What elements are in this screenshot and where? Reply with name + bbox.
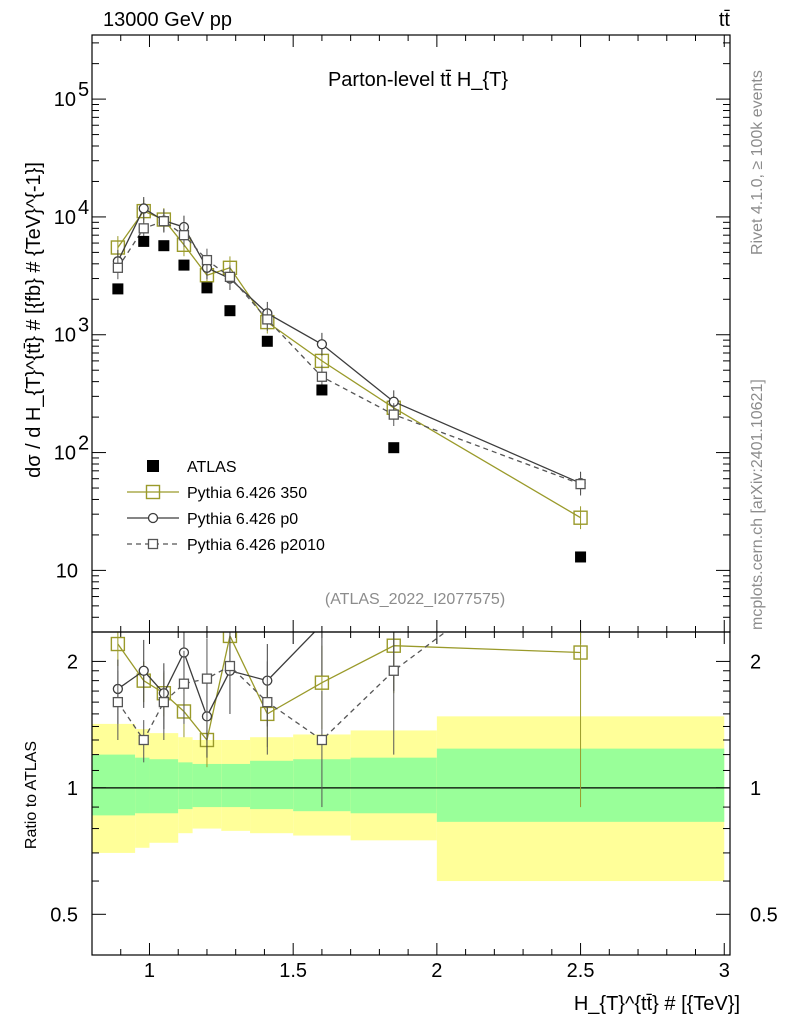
atlas-data bbox=[112, 235, 587, 563]
ratio-y-axis-label: Ratio to ATLAS bbox=[23, 741, 40, 849]
legend-label: Pythia 6.426 p0 bbox=[187, 511, 298, 528]
ratio-point bbox=[201, 673, 213, 684]
uncertainty-band-inner bbox=[135, 757, 150, 814]
x-tick-label: 3 bbox=[719, 960, 730, 982]
ratio-point bbox=[262, 696, 273, 708]
data-point bbox=[112, 262, 124, 273]
uncertainty-band-inner bbox=[221, 763, 251, 808]
ratio-line bbox=[117, 633, 581, 742]
x-tick-label: 2 bbox=[431, 960, 442, 982]
data-point bbox=[316, 371, 328, 382]
data-point bbox=[178, 230, 190, 241]
ratio-tick-label-right: 2 bbox=[750, 651, 761, 673]
data-point bbox=[224, 271, 236, 283]
atlas-point bbox=[178, 259, 190, 271]
series-1 bbox=[110, 199, 588, 530]
ratio-point bbox=[112, 696, 124, 708]
energy-label: 13000 GeV pp bbox=[103, 9, 232, 31]
atlas-point bbox=[388, 442, 400, 454]
ratio-tick-label: 0.5 bbox=[50, 904, 78, 926]
legend-marker bbox=[145, 484, 161, 500]
ratio-line bbox=[117, 632, 447, 742]
ratio-point bbox=[388, 665, 399, 676]
y-tick-exponent: 4 bbox=[78, 197, 89, 219]
y-tick-exponent: 2 bbox=[78, 433, 89, 455]
ratio-frame bbox=[91, 631, 731, 956]
uncertainty-band-inner bbox=[250, 760, 294, 810]
ratio-point bbox=[138, 665, 149, 676]
rivet-label: Rivet 4.1.0, ≥ 100k events bbox=[749, 70, 766, 255]
ratio-point bbox=[138, 734, 149, 746]
atlas-point bbox=[316, 384, 328, 396]
series-line bbox=[117, 210, 581, 519]
data-point bbox=[138, 203, 149, 214]
series-3 bbox=[112, 209, 586, 496]
y-tick-label: 10 bbox=[54, 207, 76, 229]
data-point bbox=[138, 223, 149, 234]
ratio-point bbox=[389, 609, 398, 618]
atlas-point bbox=[138, 235, 150, 247]
ratio-series-3 bbox=[112, 632, 447, 808]
ratio-tick-label: 1 bbox=[67, 778, 78, 800]
series-line bbox=[117, 207, 581, 484]
data-point bbox=[316, 339, 328, 350]
y-tick-label: 10 bbox=[56, 560, 78, 582]
legend-label: Pythia 6.426 350 bbox=[187, 485, 307, 502]
uncertainty-band-inner bbox=[92, 754, 136, 816]
ratio-line bbox=[117, 632, 316, 718]
ratio-panel: 1 1.5 2 2.5 3 0.5 0.5 1 1 2 2 bbox=[50, 609, 778, 982]
data-point bbox=[158, 216, 169, 227]
data-point bbox=[201, 254, 213, 266]
series-line bbox=[117, 220, 581, 485]
y-tick-exponent: 5 bbox=[78, 79, 89, 101]
atlas-point bbox=[112, 283, 124, 295]
data-point bbox=[575, 478, 586, 490]
x-tick-label: 1 bbox=[144, 960, 155, 982]
legend-marker bbox=[147, 512, 159, 524]
mcplots-label: mcplots.cern.ch [arXiv:2401.10621] bbox=[749, 379, 766, 630]
ratio-tick-label: 2 bbox=[67, 651, 78, 673]
legend-atlas-label: ATLAS bbox=[187, 459, 237, 476]
legend-marker bbox=[147, 538, 159, 550]
uncertainty-band-inner bbox=[350, 757, 437, 814]
y-axis-label: dσ / d H_{T}^{tt̄} # [{fb} # {TeV}^{-1}] bbox=[23, 162, 45, 478]
legend-atlas-marker bbox=[147, 460, 159, 472]
process-label: tt̄ bbox=[719, 9, 731, 31]
y-tick-label: 10 bbox=[54, 89, 76, 111]
ratio-tick-label-right: 0.5 bbox=[750, 904, 778, 926]
ratio-point bbox=[178, 678, 190, 689]
data-point bbox=[573, 510, 588, 525]
atlas-point bbox=[201, 282, 213, 294]
chart-title: Parton-level tt̄ H_{T} bbox=[328, 69, 508, 91]
ratio-point bbox=[314, 675, 330, 690]
legend-label: Pythia 6.426 p2010 bbox=[187, 537, 325, 554]
legend: ATLAS Pythia 6.426 350 Pythia 6.426 p0 Pyth… bbox=[127, 459, 325, 554]
x-tick-label: 2.5 bbox=[567, 960, 595, 982]
atlas-point bbox=[224, 305, 236, 317]
atlas-point bbox=[575, 551, 587, 563]
x-axis-label: H_{T}^{tt̄} # [{TeV}] bbox=[574, 993, 740, 1015]
atlas-point bbox=[158, 240, 170, 252]
x-tick-label: 1.5 bbox=[279, 960, 307, 982]
ratio-tick-label-right: 1 bbox=[750, 778, 761, 800]
ratio-point bbox=[573, 645, 588, 660]
ratio-point bbox=[158, 696, 169, 708]
analysis-label: (ATLAS_2022_I2077575) bbox=[325, 591, 505, 608]
ratio-point bbox=[224, 660, 236, 672]
ratio-point bbox=[110, 636, 126, 652]
y-tick-label: 10 bbox=[54, 443, 76, 465]
y-tick-exponent: 3 bbox=[78, 315, 89, 337]
ratio-point bbox=[316, 734, 328, 746]
y-tick-label: 10 bbox=[54, 325, 76, 347]
uncertainty-band-inner bbox=[178, 762, 193, 810]
uncertainty-band-inner bbox=[149, 759, 179, 814]
data-point bbox=[388, 409, 399, 420]
atlas-point bbox=[261, 335, 273, 347]
uncertainty-band-inner bbox=[192, 763, 222, 808]
data-point bbox=[262, 314, 273, 325]
